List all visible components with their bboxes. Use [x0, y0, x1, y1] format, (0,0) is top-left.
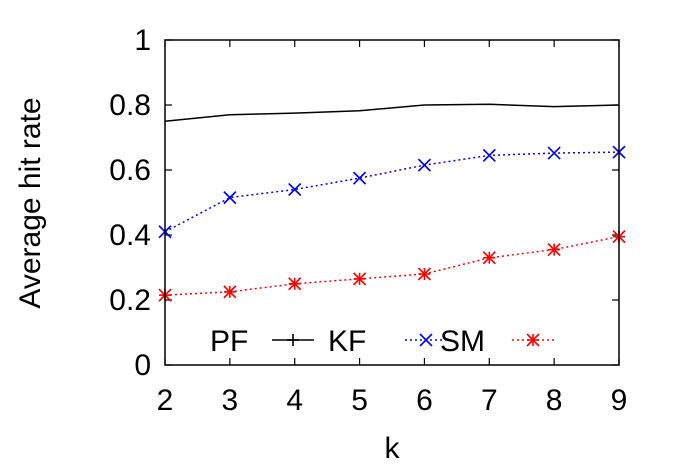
- data-point-stroke: [482, 251, 496, 265]
- legend-swatch-marker: [419, 333, 433, 347]
- data-point-stroke: [417, 158, 431, 172]
- data-point-stroke: [547, 243, 561, 257]
- data-point: [482, 148, 496, 162]
- data-point-stroke: [353, 272, 367, 286]
- data-point: [417, 267, 431, 281]
- data-point-stroke: [547, 146, 561, 160]
- legend-label: PF: [210, 325, 248, 358]
- data-point: [288, 182, 302, 197]
- data-point: [353, 272, 367, 286]
- data-point: [417, 158, 431, 172]
- legend-swatch-marker-stroke: [419, 333, 433, 347]
- y-tick-label: 0.4: [109, 219, 151, 252]
- data-point: [547, 146, 561, 160]
- x-tick-label: 3: [222, 384, 239, 417]
- data-point: [223, 285, 237, 299]
- x-tick-label: 7: [481, 384, 498, 417]
- legend-swatch-marker-stroke: [526, 333, 540, 347]
- data-point: [482, 251, 496, 265]
- data-point: [547, 243, 561, 257]
- plot-series: [158, 103, 626, 302]
- series-line-1: [164, 151, 620, 233]
- axis-ticks: 0 0.2 0.4 0.6 0.8 1 2 3 4 5 6 7 8 9: [109, 24, 627, 417]
- x-tick-label: 9: [611, 384, 628, 417]
- x-tick-label: 2: [157, 384, 174, 417]
- legend-label: SM: [440, 325, 485, 358]
- y-tick-label: 0.2: [109, 284, 151, 317]
- data-point: [288, 277, 302, 291]
- data-point-stroke: [417, 267, 431, 281]
- x-tick-label: 6: [416, 384, 433, 417]
- y-axis-label: Average hit rate: [14, 97, 47, 308]
- data-point-stroke: [223, 285, 237, 299]
- data-point-stroke: [482, 148, 496, 162]
- data-point-stroke: [353, 171, 367, 185]
- x-tick-label: 5: [351, 384, 368, 417]
- series-line-0: [164, 103, 620, 123]
- data-point-stroke: [223, 191, 237, 205]
- plot-frame: [164, 39, 620, 366]
- data-point-stroke: [288, 182, 302, 197]
- legend-swatch-marker: [526, 333, 540, 347]
- legend: PF KF SM: [210, 325, 554, 358]
- data-point: [223, 191, 237, 205]
- y-tick-label: 1: [134, 24, 151, 57]
- y-tick-label: 0.6: [109, 154, 151, 187]
- legend-swatch-marker: [287, 334, 299, 346]
- legend-label: KF: [328, 325, 366, 358]
- series-line-2: [164, 235, 620, 296]
- data-point: [353, 171, 367, 185]
- y-tick-label: 0: [134, 349, 151, 382]
- x-tick-label: 8: [546, 384, 563, 417]
- x-tick-label: 4: [286, 384, 303, 417]
- x-axis-label: k: [385, 432, 401, 465]
- data-point-stroke: [288, 277, 302, 291]
- y-tick-label: 0.8: [109, 89, 151, 122]
